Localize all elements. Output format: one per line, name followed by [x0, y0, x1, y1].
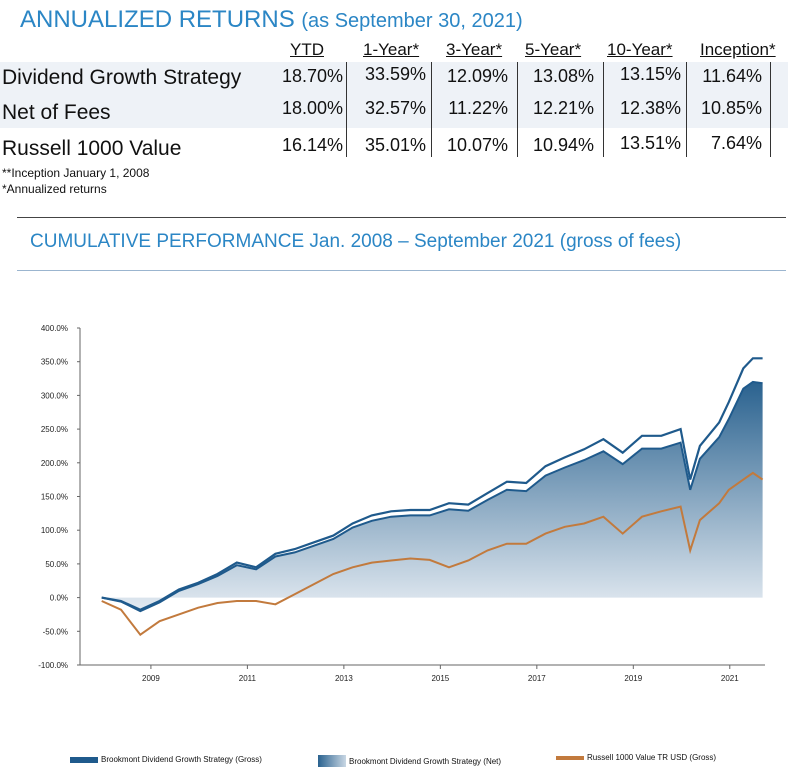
column-divider [770, 62, 771, 157]
gross-series-line [101, 357, 763, 611]
x-tick-label: 2019 [624, 674, 642, 683]
x-tick-label: 2017 [528, 674, 546, 683]
row-label-net-of-fees: Net of Fees [2, 101, 111, 124]
legend-item-russell: Russell 1000 Value TR USD (Gross) [556, 753, 716, 762]
column-divider [431, 62, 432, 157]
annualized-title-text: ANNUALIZED RETURNS [20, 6, 295, 33]
title-underline [17, 270, 786, 271]
y-tick-label: -100.0% [38, 661, 68, 670]
legend-item-gross: Brookmont Dividend Growth Strategy (Gros… [70, 755, 262, 764]
column-header-1-year: 1-Year* [363, 40, 420, 59]
y-tick-label: 200.0% [41, 459, 68, 468]
column-divider [686, 62, 687, 157]
cell-russell-5y: 10.94% [532, 135, 594, 155]
x-tick-label: 2011 [239, 674, 257, 683]
legend-swatch-net [318, 755, 346, 767]
cell-net-ytd: 18.00% [281, 98, 343, 118]
cell-dividend-3y: 12.09% [446, 66, 508, 86]
row-label-russell-1000-value: Russell 1000 Value [2, 137, 182, 160]
cell-net-1y: 32.57% [364, 98, 426, 118]
cell-russell-inception: 7.64% [710, 133, 762, 153]
inception-note: **Inception January 1, 2008 [2, 166, 150, 180]
y-tick-label: 300.0% [41, 391, 68, 400]
cell-dividend-10y: 13.15% [619, 64, 681, 84]
legend-swatch-russell [556, 755, 584, 760]
y-tick-label: 250.0% [41, 425, 68, 434]
legend-label-net: Brookmont Dividend Growth Strategy (Net) [349, 756, 502, 766]
column-header-ytd: YTD [290, 40, 324, 59]
y-tick-label: 0.0% [50, 594, 68, 603]
cell-dividend-ytd: 18.70% [281, 66, 343, 86]
russell-series-line [101, 471, 764, 637]
column-divider [517, 62, 518, 157]
cell-dividend-5y: 13.08% [532, 66, 594, 86]
legend-swatch-gross [70, 756, 98, 763]
legend-label-gross: Brookmont Dividend Growth Strategy (Gros… [101, 755, 262, 764]
y-tick-label: 400.0% [41, 324, 68, 333]
column-header-10-year: 10-Year* [607, 40, 673, 59]
y-tick-label: 150.0% [41, 493, 68, 502]
x-tick-label: 2013 [335, 674, 353, 683]
column-divider [603, 62, 604, 157]
y-tick-label: 100.0% [41, 526, 68, 535]
annualized-subtitle: (as September 30, 2021) [301, 10, 523, 32]
y-tick-label: 50.0% [45, 560, 68, 569]
cell-russell-1y: 35.01% [364, 135, 426, 155]
cell-net-5y: 12.21% [532, 98, 594, 118]
cell-net-10y: 12.38% [619, 98, 681, 118]
y-tick-label: 350.0% [41, 358, 68, 367]
annualized-note: *Annualized returns [2, 182, 107, 196]
cumulative-performance-chart: 400.0% 350.0% 300.0% 250.0% 200.0% 150.0% 100.… [38, 324, 765, 683]
cell-dividend-inception: 11.64% [702, 66, 762, 86]
cell-russell-3y: 10.07% [446, 135, 508, 155]
x-tick-label: 2009 [142, 674, 160, 683]
cumulative-performance-title: CUMULATIVE PERFORMANCE Jan. 2008 – Septe… [30, 231, 682, 252]
net-series-line [101, 380, 763, 613]
cell-russell-ytd: 16.14% [281, 135, 343, 155]
column-header-3-year: 3-Year* [446, 40, 503, 59]
cell-dividend-1y: 33.59% [364, 64, 426, 84]
x-tick-label: 2021 [721, 674, 739, 683]
column-divider [346, 62, 347, 157]
y-tick-label: -50.0% [43, 627, 68, 636]
column-header-inception: Inception* [700, 40, 776, 59]
x-tick-label: 2015 [431, 674, 449, 683]
column-header-5-year: 5-Year* [525, 40, 582, 59]
section-divider [17, 217, 786, 218]
shaded-row-band [0, 62, 788, 128]
cell-net-3y: 11.22% [448, 98, 508, 118]
net-series-area [101, 381, 763, 612]
annualized-returns-title: ANNUALIZED RETURNS (as September 30, 202… [20, 6, 523, 34]
legend-item-net: Brookmont Dividend Growth Strategy (Net) [318, 755, 501, 767]
cell-russell-10y: 13.51% [619, 133, 681, 153]
row-label-dividend-growth: Dividend Growth Strategy [2, 66, 242, 89]
cell-net-inception: 10.85% [700, 98, 762, 118]
legend-label-russell: Russell 1000 Value TR USD (Gross) [587, 753, 717, 762]
